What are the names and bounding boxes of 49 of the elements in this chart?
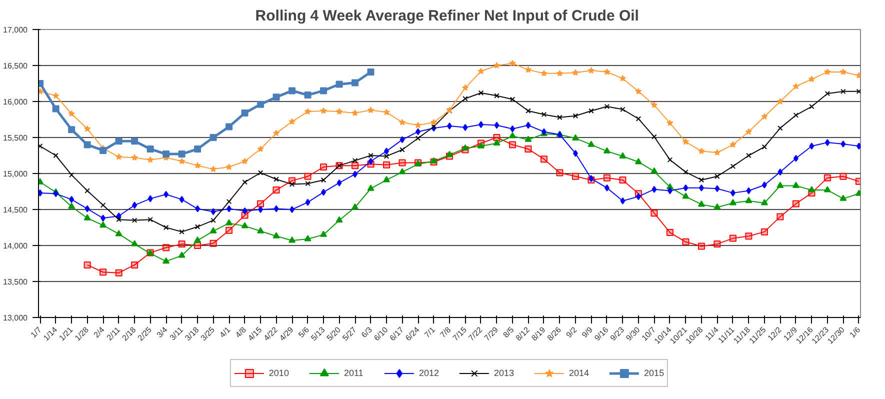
y-tick-label: 13,000 <box>3 314 28 322</box>
y-tick-label: 14,500 <box>3 206 28 214</box>
y-tick-label: 17,000 <box>3 26 28 34</box>
x-tick-label: 6/3 <box>360 324 374 340</box>
x-tick-label: 2/11 <box>105 324 122 342</box>
legend-label: 2010 <box>268 368 289 378</box>
y-tick-label: 16,000 <box>3 98 28 106</box>
x-tick-label: 1/21 <box>57 324 76 343</box>
y-tick-label: 15,000 <box>3 170 28 178</box>
x-tick-label: 8/5 <box>501 324 516 340</box>
x-tick-label: 9/9 <box>580 324 595 340</box>
x-tick-label: 7/1 <box>422 324 438 340</box>
x-tick-label: 8/12 <box>514 324 532 343</box>
x-tick-label: 8/19 <box>530 324 548 343</box>
x-tick-label: 3/11 <box>168 324 186 342</box>
x-tick-label: 3/4 <box>155 324 170 340</box>
x-tick-label: 4/29 <box>278 324 296 343</box>
x-tick-label: 1/7 <box>29 324 44 340</box>
x-tick-label: 9/16 <box>592 324 611 343</box>
x-tick-label: 5/6 <box>296 324 312 340</box>
x-tick-label: 9/30 <box>624 324 642 343</box>
x-tick-label: 4/15 <box>246 324 264 343</box>
x-tick-label: 7/8 <box>438 324 454 340</box>
x-tick-label: 8/26 <box>546 324 564 343</box>
x-tick-label: 2/4 <box>92 324 107 340</box>
x-tick-label: 4/8 <box>234 324 248 340</box>
y-tick-label: 13,500 <box>3 278 28 286</box>
x-tick-label: 9/2 <box>564 324 580 340</box>
legend-label: 2014 <box>569 368 590 378</box>
x-tick-label: 7/15 <box>451 324 469 343</box>
y-tick-label: 16,500 <box>3 62 28 70</box>
x-tick-label: 5/20 <box>325 324 343 343</box>
legend-label: 2013 <box>494 368 514 378</box>
x-tick-label: 5/13 <box>309 324 328 343</box>
x-tick-label: 6/10 <box>372 324 390 343</box>
x-tick-label: 4/1 <box>218 324 233 340</box>
x-tick-label: 4/22 <box>262 324 280 343</box>
x-tick-label: 3/18 <box>183 324 202 343</box>
legend-label: 2011 <box>344 368 364 378</box>
y-tick-label: 15,500 <box>3 134 28 142</box>
x-tick-label: 1/6 <box>848 324 862 340</box>
y-tick-label: 14,000 <box>3 242 28 250</box>
x-tick-label: 7/29 <box>482 324 500 343</box>
legend-label: 2012 <box>418 368 439 378</box>
x-tick-label: 9/23 <box>608 324 626 343</box>
chart-title: Rolling 4 Week Average Refiner Net Input of Crude Oil <box>255 8 639 24</box>
x-tick-label: 6/24 <box>404 324 422 343</box>
x-tick-label: 7/22 <box>466 324 485 343</box>
legend-label: 2015 <box>644 368 664 378</box>
